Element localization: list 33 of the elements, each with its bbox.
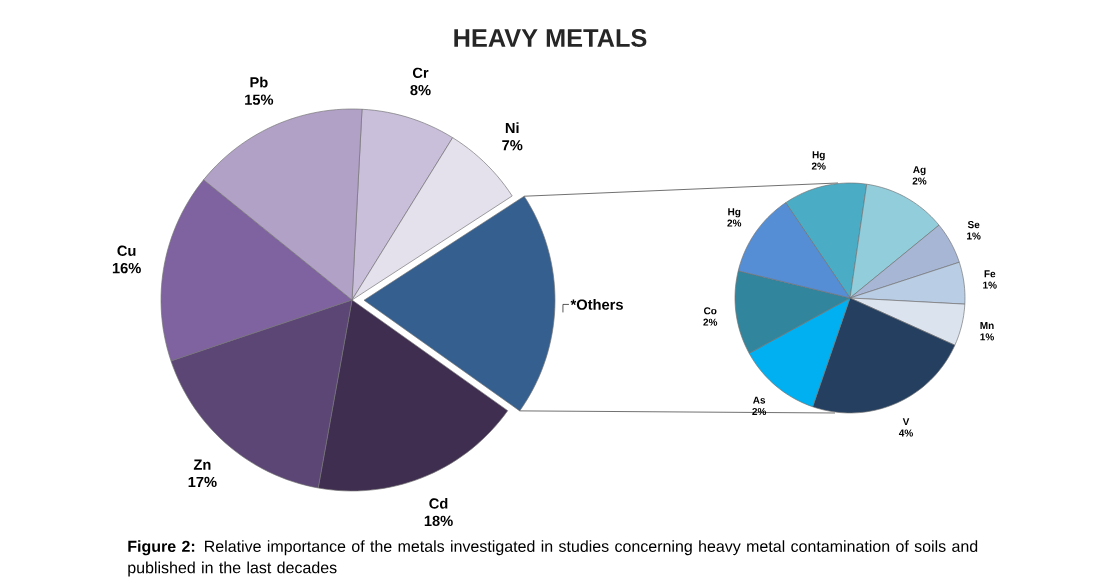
slice-label: Zn [193,459,211,470]
data-label: 2% [727,219,742,227]
data-label: 7% [502,140,523,151]
slice-label: Cr [412,67,429,79]
slice-label: Hg [728,208,741,218]
data-label: 16% [112,262,141,274]
data-label: 8% [410,84,431,96]
slice-label: Se [967,221,980,229]
slice-label: Fe [984,270,996,278]
slice-label: V [902,418,910,426]
data-label: 18% [424,515,453,527]
data-label: 1% [980,333,994,341]
slice-label: Ag [913,166,926,176]
data-label: 2% [912,177,927,185]
chart-title: HEAVY METALS [454,29,647,47]
data-label: 4% [898,429,913,437]
slice-label: Cd [429,497,448,509]
data-label: 2% [703,318,718,326]
slice-label: Mn [980,322,994,329]
data-label: 1% [983,281,997,289]
slice-label: Co [703,307,717,315]
text: Figure 2: Relative importance of the metals investigated in studies concerning heavy metal contamination of soils and published in the last decades [128,540,978,577]
data-label: 2% [752,407,767,415]
slice-label: Hg [812,151,825,161]
data-label: 17% [188,476,217,488]
slice-label: Ni [505,122,519,133]
slice-label: As [753,396,766,404]
data-label: 2% [811,162,826,170]
slice-label: Pb [250,76,268,88]
data-label: 15% [245,94,274,105]
slice-label: Cu [117,245,136,256]
slice-label: *Others [570,299,623,310]
data-label: 1% [967,232,981,240]
